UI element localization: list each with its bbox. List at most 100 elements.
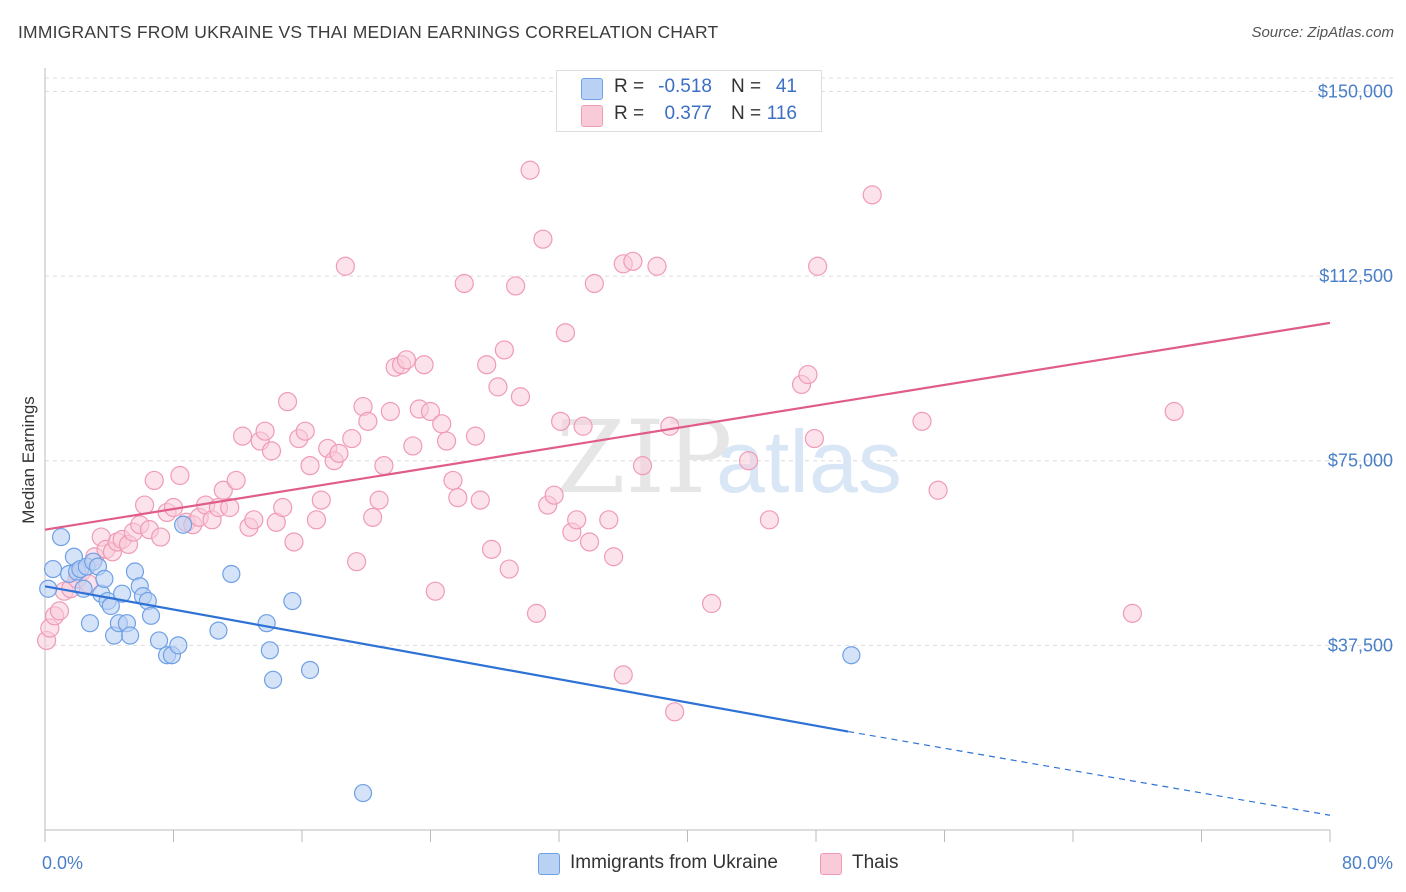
legend-r-value: -0.518 <box>658 76 712 97</box>
thais-point <box>261 441 282 461</box>
thais-points <box>37 160 1184 722</box>
thais-point <box>144 470 164 491</box>
legend-n-value: 41 <box>775 76 797 97</box>
thais-point <box>573 416 593 436</box>
x-tick-label: 0.0% <box>42 853 83 873</box>
thais-point <box>912 411 932 431</box>
thais-point <box>232 426 253 446</box>
axes <box>44 68 1331 842</box>
thais-point <box>470 490 490 510</box>
thais-point <box>759 510 780 530</box>
y-tick-label: $112,500 <box>1319 266 1393 286</box>
thais-point <box>1164 401 1184 422</box>
legend-r-value: 0.377 <box>664 103 712 124</box>
ukraine-point <box>169 636 188 655</box>
ukraine-point <box>95 569 114 588</box>
ukraine-point <box>43 559 63 579</box>
legend-row-ukraine: R = -0.518 N = 41 <box>557 75 821 101</box>
thais-point <box>255 421 275 441</box>
ukraine-point <box>121 626 140 645</box>
thais-point <box>414 355 434 375</box>
thais-point <box>604 547 624 567</box>
trend-lines <box>44 321 1331 816</box>
thais-point <box>306 510 327 530</box>
thais-point <box>335 256 355 276</box>
ukraine-point <box>222 564 241 584</box>
thais-point <box>213 480 233 500</box>
y-tick-label: $150,000 <box>1318 81 1393 101</box>
thais-point <box>436 431 457 451</box>
source-label: Source: ZipAtlas.com <box>1251 24 1394 41</box>
thais-point <box>494 340 514 360</box>
legend-r-label: R = <box>614 103 645 124</box>
thais-point <box>798 364 818 385</box>
thais-point <box>277 392 298 412</box>
thais-point <box>551 411 571 431</box>
thais-point <box>584 273 604 294</box>
thais-point <box>342 428 362 449</box>
thais-point <box>465 426 486 446</box>
x-tick-label: 80.0% <box>1342 853 1393 873</box>
y-tick-label: $75,000 <box>1328 451 1393 471</box>
thais-point <box>49 601 70 621</box>
thais-point <box>613 665 633 685</box>
thais-point <box>347 552 367 572</box>
thais-point <box>533 229 553 249</box>
thais-point <box>151 527 171 547</box>
ukraine-point <box>112 584 132 603</box>
y-axis-label: Median Earnings <box>19 396 38 524</box>
thais-point <box>665 702 685 722</box>
thais-point <box>506 276 526 296</box>
thais-point <box>358 411 378 431</box>
thais-point <box>448 488 468 508</box>
grid-lines <box>45 77 1395 646</box>
thais-point <box>220 497 240 518</box>
thais-point <box>374 456 394 476</box>
ukraine-point <box>300 660 320 680</box>
thais-point <box>544 485 564 505</box>
legend-row-thais: R = 0.377 N = 116 <box>557 102 821 128</box>
ukraine-trend-extension <box>848 730 1331 816</box>
ukraine-point <box>260 641 279 660</box>
ukraine-point <box>842 646 861 665</box>
thais-point <box>579 532 600 552</box>
ukraine-point <box>174 515 193 534</box>
ukraine-trend-line <box>44 585 849 733</box>
chart-title: IMMIGRANTS FROM UKRAINE VS THAI MEDIAN E… <box>18 22 719 42</box>
thais-point <box>403 436 423 456</box>
bottom-legend-swatch-ukraine <box>538 853 560 875</box>
thais-point <box>295 421 315 441</box>
thais-point <box>454 273 474 294</box>
thais-point <box>1122 603 1143 623</box>
legend-swatch-thais <box>581 105 603 127</box>
y-tick-label: $37,500 <box>1328 635 1393 655</box>
thais-point <box>660 416 680 436</box>
thais-point <box>420 401 441 422</box>
thais-point <box>363 507 383 527</box>
thais-point <box>499 559 519 579</box>
ukraine-point <box>257 614 276 633</box>
ukraine-point <box>51 527 71 547</box>
thais-point <box>808 256 828 276</box>
thais-point <box>443 470 463 491</box>
thais-trend-line <box>44 321 1331 531</box>
ukraine-point <box>141 606 161 625</box>
thais-point <box>311 490 331 510</box>
ukraine-point <box>283 591 302 611</box>
thais-point <box>134 495 155 515</box>
thais-point <box>632 456 653 476</box>
thais-point <box>804 428 824 449</box>
legend-n-label: N = <box>731 103 762 124</box>
thais-point <box>369 490 389 510</box>
thais-point <box>526 603 547 623</box>
thais-point <box>477 355 497 375</box>
thais-point <box>599 510 619 530</box>
tick-labels: $37,500 $75,000 $112,500 $150,000 0.0% 80.0% <box>42 81 1393 873</box>
ukraine-point <box>209 621 228 640</box>
thais-point <box>284 532 304 552</box>
thais-point <box>300 456 320 476</box>
thais-point <box>488 377 508 397</box>
thais-point <box>432 414 452 434</box>
bottom-legend-label-thais: Thais <box>852 852 899 873</box>
